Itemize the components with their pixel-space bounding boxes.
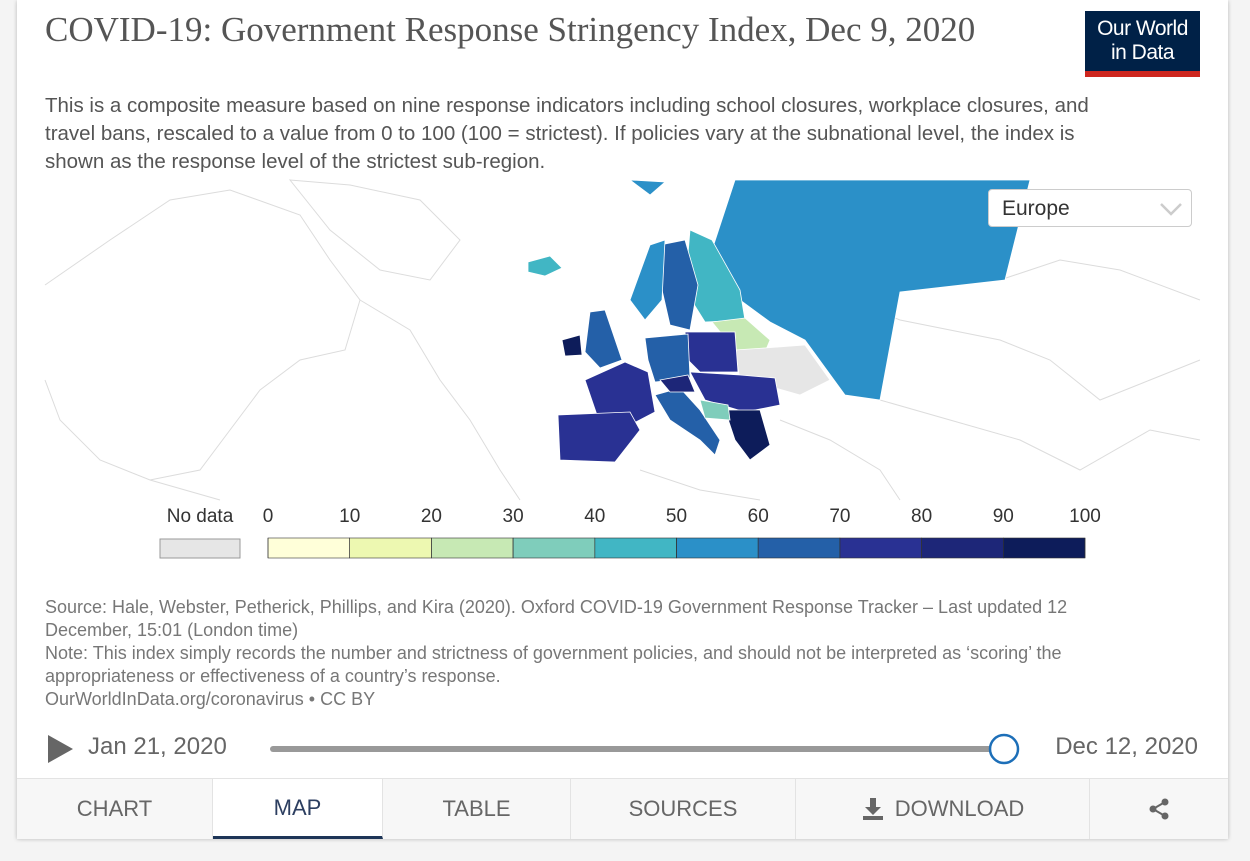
no-data-swatch: [159, 538, 241, 559]
legend-bin: [839, 537, 922, 559]
legend-bin: [431, 537, 514, 559]
source: Source: Hale, Webster, Petherick, Philli…: [45, 597, 1068, 640]
country-shape: [644, 333, 691, 383]
legend-bin: [1002, 537, 1086, 559]
tab[interactable]: SOURCES: [571, 779, 796, 839]
country-shape: [629, 239, 666, 321]
legend-bin: [267, 537, 350, 559]
legend-tick-label: 0: [263, 506, 274, 527]
legend-bin: [349, 537, 432, 559]
region-dropdown[interactable]: Europe: [988, 189, 1192, 227]
footer: Source: Hale, Webster, Petherick, Philli…: [45, 596, 1145, 711]
country-shape: [659, 374, 696, 393]
license: OurWorldInData.org/coronavirus • CC BY: [45, 689, 376, 709]
legend-tick-label: 10: [339, 506, 360, 527]
download-icon: [862, 798, 883, 820]
share-tab[interactable]: [1090, 779, 1228, 839]
land-outline: [639, 259, 1201, 501]
tab-label: DOWNLOAD: [894, 796, 1025, 821]
timeline: [48, 733, 1020, 765]
tab-bar: CHART MAP TABLE SOURCES DOWNLOAD: [17, 778, 1228, 839]
land-outline: [44, 189, 361, 481]
slider-knob[interactable]: [988, 733, 1020, 765]
tab[interactable]: DOWNLOAD: [796, 779, 1090, 839]
legend-tick-label: 40: [584, 506, 605, 527]
legend-tick-label: 90: [993, 506, 1014, 527]
share-icon: [1149, 798, 1169, 820]
legend-bin: [757, 537, 841, 559]
logo[interactable]: Our World in Data: [1085, 11, 1200, 77]
map: [44, 179, 1201, 501]
tab[interactable]: TABLE: [383, 779, 571, 839]
legend-tick-label: 30: [503, 506, 524, 527]
country-shape: [628, 179, 667, 196]
country-shape: [557, 411, 641, 463]
logo-line: Our World: [1097, 17, 1188, 40]
title: COVID-19: Government Response Stringency…: [45, 10, 976, 49]
region-label: Europe: [1002, 197, 1070, 220]
country-shape: [527, 255, 563, 277]
start-date: Jan 21, 2020: [88, 733, 227, 760]
chevron: [1160, 203, 1182, 216]
end-date: Dec 12, 2020: [1055, 733, 1198, 760]
legend-bin: [594, 537, 677, 559]
no-data-label: No data: [167, 506, 234, 527]
countries: [527, 179, 1031, 463]
country-shape: [561, 334, 583, 357]
legend: No data 0 10 20 30 40 50 60 70 80 90 100: [159, 506, 1101, 559]
logo-line: in Data: [1110, 41, 1175, 64]
legend-tick-label: 60: [748, 506, 769, 527]
legend-tick-label: 80: [911, 506, 932, 527]
tab[interactable]: CHART: [17, 779, 213, 839]
note: Note: This index simply records the numb…: [45, 643, 1062, 686]
subtitle: This is a composite measure based on nin…: [45, 94, 1089, 173]
play-button[interactable]: [48, 735, 73, 763]
country-shape: [684, 331, 739, 373]
tab[interactable]: MAP: [213, 779, 383, 839]
legend-tick-label: 50: [666, 506, 687, 527]
legend-tick-label: 100: [1069, 506, 1101, 527]
legend-bin: [921, 537, 1004, 559]
slider-track: [270, 746, 1004, 752]
country-shape: [724, 409, 771, 461]
legend-tick-label: 20: [421, 506, 442, 527]
legend-bin: [512, 537, 596, 559]
legend-tick-label: 70: [829, 506, 850, 527]
land-outline: [149, 299, 521, 501]
legend-bin: [676, 537, 759, 559]
country-shape: [699, 399, 731, 421]
land-outline: [288, 179, 461, 281]
country-shape: [584, 309, 623, 369]
